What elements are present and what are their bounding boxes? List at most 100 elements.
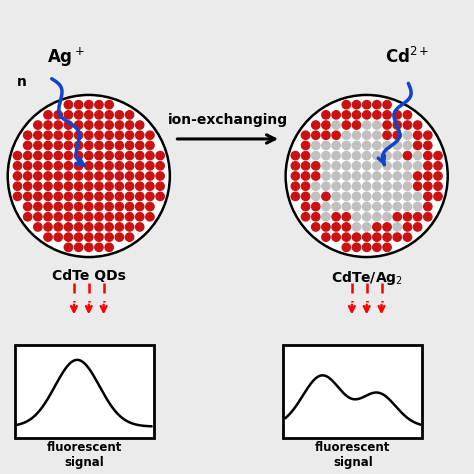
Circle shape [95,223,103,231]
Circle shape [332,202,340,211]
Circle shape [383,152,391,160]
Circle shape [403,223,411,231]
Circle shape [34,131,42,139]
Circle shape [126,111,134,119]
Circle shape [85,162,93,170]
Circle shape [352,182,361,191]
Circle shape [373,141,381,150]
Circle shape [136,182,144,191]
Circle shape [95,243,103,252]
Circle shape [311,141,320,150]
Circle shape [373,172,381,180]
Circle shape [64,233,73,241]
Circle shape [342,233,350,241]
Circle shape [34,202,42,211]
Circle shape [146,172,154,180]
Circle shape [115,223,124,231]
Circle shape [383,131,391,139]
Circle shape [95,141,103,150]
Circle shape [393,141,401,150]
Circle shape [126,223,134,231]
Circle shape [115,152,124,160]
Circle shape [105,172,113,180]
Circle shape [74,141,83,150]
Circle shape [291,192,300,201]
Circle shape [85,100,93,109]
Circle shape [85,233,93,241]
Circle shape [85,223,93,231]
Circle shape [332,111,340,119]
Circle shape [74,172,83,180]
Circle shape [352,202,361,211]
Circle shape [85,182,93,191]
Text: ion-exchanging: ion-exchanging [168,113,288,128]
Circle shape [95,121,103,129]
Circle shape [301,131,310,139]
Circle shape [363,192,371,201]
Circle shape [95,202,103,211]
Circle shape [64,141,73,150]
Circle shape [105,100,113,109]
Circle shape [342,162,350,170]
Circle shape [322,233,330,241]
Circle shape [105,202,113,211]
Circle shape [322,212,330,221]
Circle shape [301,172,310,180]
Circle shape [74,243,83,252]
Circle shape [363,131,371,139]
Circle shape [322,121,330,129]
Circle shape [44,202,52,211]
Circle shape [352,233,361,241]
Circle shape [105,131,113,139]
Circle shape [24,192,32,201]
Circle shape [311,121,320,129]
Circle shape [424,192,432,201]
Circle shape [24,131,32,139]
Circle shape [136,121,144,129]
Text: fluorescent
signal: fluorescent signal [46,441,122,469]
Circle shape [34,121,42,129]
Circle shape [383,141,391,150]
Circle shape [322,162,330,170]
Circle shape [393,121,401,129]
Circle shape [44,233,52,241]
Circle shape [352,212,361,221]
Text: fluorescent
signal: fluorescent signal [315,441,391,469]
Circle shape [13,162,22,170]
Circle shape [363,233,371,241]
Circle shape [301,152,310,160]
FancyBboxPatch shape [15,345,154,438]
Circle shape [342,192,350,201]
Circle shape [434,182,442,191]
Circle shape [74,202,83,211]
Circle shape [383,172,391,180]
Circle shape [85,243,93,252]
Circle shape [105,121,113,129]
Circle shape [126,121,134,129]
Circle shape [332,182,340,191]
Circle shape [352,162,361,170]
Circle shape [291,152,300,160]
Circle shape [291,162,300,170]
Circle shape [85,131,93,139]
Circle shape [34,192,42,201]
Circle shape [363,172,371,180]
Circle shape [393,172,401,180]
Circle shape [434,192,442,201]
Circle shape [424,182,432,191]
Circle shape [126,192,134,201]
Circle shape [74,111,83,119]
Circle shape [393,182,401,191]
Circle shape [322,223,330,231]
Circle shape [413,223,422,231]
Circle shape [403,233,411,241]
Circle shape [24,202,32,211]
Circle shape [126,131,134,139]
Circle shape [393,233,401,241]
Circle shape [413,152,422,160]
Circle shape [105,223,113,231]
Circle shape [44,192,52,201]
Circle shape [383,121,391,129]
Circle shape [363,223,371,231]
Circle shape [44,141,52,150]
